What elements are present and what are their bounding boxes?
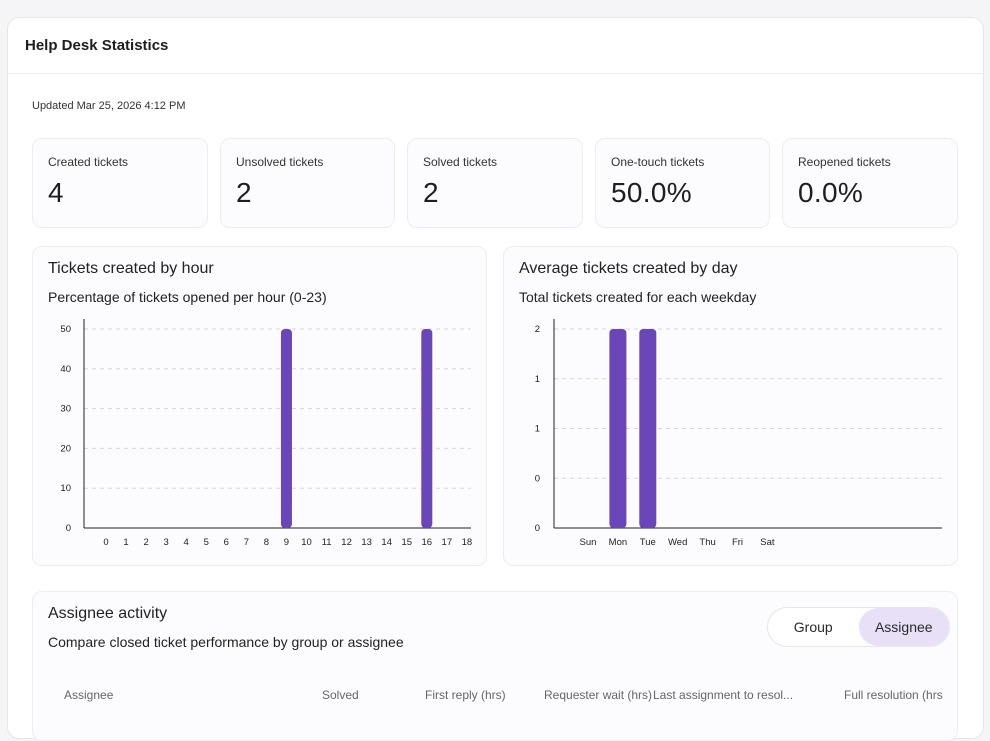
x-tick-label: 2 xyxy=(143,537,148,548)
x-tick-label: 12 xyxy=(341,537,352,548)
column-header-requester-wait[interactable]: Requester wait (hrs) xyxy=(544,688,653,702)
day-chart-card: Average tickets created by day Total tic… xyxy=(503,246,958,566)
x-tick-label: Tue xyxy=(640,537,656,548)
bar xyxy=(609,329,627,528)
y-tick-label: 50 xyxy=(60,324,71,335)
assignee-activity-card: Assignee activity Compare closed ticket … xyxy=(32,591,958,741)
x-tick-label: 1 xyxy=(123,537,128,548)
group-assignee-toggle: Group Assignee xyxy=(767,607,950,647)
column-header-solved[interactable]: Solved xyxy=(322,688,359,702)
x-tick-label: Fri xyxy=(732,537,743,548)
x-tick-label: Sat xyxy=(760,537,775,548)
chart-subtitle: Total tickets created for each weekday xyxy=(519,289,757,305)
stat-card-unsolved: Unsolved tickets 2 xyxy=(220,138,395,228)
column-header-full-resolution[interactable]: Full resolution (hrs xyxy=(844,688,943,702)
updated-timestamp: Updated Mar 25, 2026 4:12 PM xyxy=(32,100,186,112)
x-tick-label: 10 xyxy=(301,537,312,548)
x-tick-label: 18 xyxy=(462,537,473,548)
y-tick-label: 20 xyxy=(60,443,71,454)
x-tick-label: Wed xyxy=(668,537,687,548)
bar xyxy=(639,329,657,528)
stat-label: One-touch tickets xyxy=(611,155,705,169)
column-header-assignee[interactable]: Assignee xyxy=(64,688,114,702)
x-tick-label: 8 xyxy=(264,537,269,548)
y-tick-label: 0 xyxy=(66,523,71,534)
x-tick-label: 7 xyxy=(244,537,249,548)
x-tick-label: Sun xyxy=(580,537,597,548)
stat-label: Reopened tickets xyxy=(798,155,891,169)
x-tick-label: 4 xyxy=(184,537,189,548)
x-tick-label: Mon xyxy=(609,537,627,548)
group-toggle-button[interactable]: Group xyxy=(793,619,833,635)
x-tick-label: 17 xyxy=(442,537,453,548)
bar xyxy=(280,329,292,528)
x-tick-label: 13 xyxy=(361,537,372,548)
assignee-toggle-button[interactable]: Assignee xyxy=(858,608,949,646)
bar xyxy=(421,329,433,528)
stat-card-one-touch: One-touch tickets 50.0% xyxy=(595,138,770,228)
y-tick-label: 2 xyxy=(535,324,540,335)
y-tick-label: 0 xyxy=(535,473,540,484)
assignee-title: Assignee activity xyxy=(48,605,168,622)
y-tick-label: 1 xyxy=(535,374,540,385)
x-tick-label: 0 xyxy=(103,537,108,548)
y-tick-label: 40 xyxy=(60,364,71,375)
panel-header: Help Desk Statistics xyxy=(8,18,983,74)
stat-label: Created tickets xyxy=(48,155,129,169)
x-tick-label: 14 xyxy=(381,537,392,548)
stat-label: Solved tickets xyxy=(423,155,498,169)
x-tick-label: 15 xyxy=(401,537,412,548)
stat-card-solved: Solved tickets 2 xyxy=(407,138,583,228)
x-tick-label: Thu xyxy=(699,537,715,548)
x-tick-label: 5 xyxy=(204,537,209,548)
x-tick-label: 11 xyxy=(322,537,332,548)
hour-chart-card: Tickets created by hour Percentage of ti… xyxy=(32,246,487,566)
x-tick-label: 9 xyxy=(284,537,289,548)
stat-label: Unsolved tickets xyxy=(236,155,324,169)
x-tick-label: 16 xyxy=(422,537,433,548)
chart-title: Tickets created by hour xyxy=(48,260,214,277)
stat-value: 4 xyxy=(48,177,64,208)
stat-value: 50.0% xyxy=(611,177,692,208)
y-tick-label: 10 xyxy=(60,483,71,494)
column-header-first-reply[interactable]: First reply (hrs) xyxy=(425,688,506,702)
y-tick-label: 30 xyxy=(60,404,71,415)
stat-card-created: Created tickets 4 xyxy=(32,138,208,228)
stat-value: 2 xyxy=(423,177,439,208)
x-tick-label: 6 xyxy=(224,537,229,548)
column-header-last-assignment[interactable]: Last assignment to resol... xyxy=(653,688,794,702)
assignee-subtitle: Compare closed ticket performance by gro… xyxy=(48,634,404,650)
y-tick-label: 0 xyxy=(535,523,540,534)
chart-title: Average tickets created by day xyxy=(519,260,738,277)
panel-title: Help Desk Statistics xyxy=(25,37,169,54)
stat-card-reopened: Reopened tickets 0.0% xyxy=(782,138,958,228)
y-tick-label: 1 xyxy=(535,424,540,435)
x-tick-label: 3 xyxy=(164,537,169,548)
day-bar-chart: 0 0 1 1 2 Sun Mon Tue Wed Thu Fri Sat xyxy=(535,319,942,548)
stat-value: 0.0% xyxy=(798,177,864,208)
chart-subtitle: Percentage of tickets opened per hour (0… xyxy=(48,289,327,305)
stat-value: 2 xyxy=(236,177,252,208)
